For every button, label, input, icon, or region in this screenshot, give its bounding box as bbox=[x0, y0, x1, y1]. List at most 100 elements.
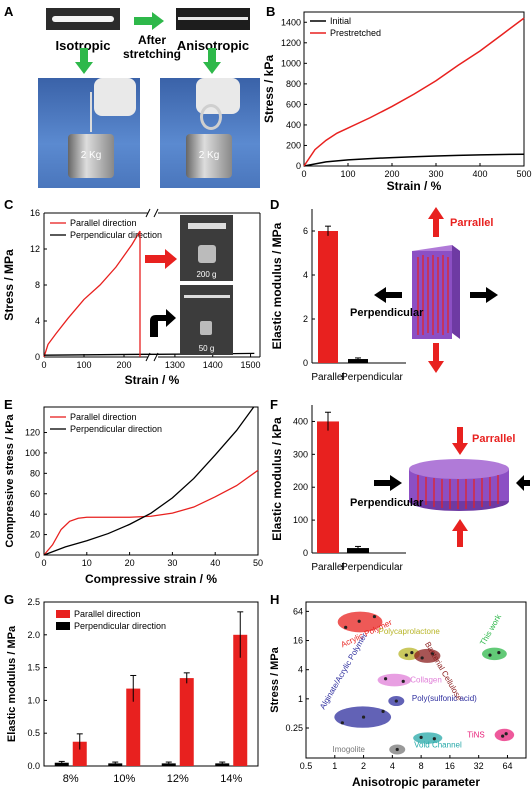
series-line-prestretched bbox=[303, 17, 525, 167]
data-point bbox=[420, 656, 424, 660]
y-tick-label: 12 bbox=[30, 244, 40, 254]
legend-label: Perpendicular direction bbox=[70, 230, 162, 240]
x-tick-label: 8 bbox=[419, 761, 424, 771]
x-category-label: 14% bbox=[220, 773, 242, 785]
panel-g: G 0.0 0.5 1.0 1.5 2.0 2.5 8% 10% 12% 14% Parallel … bbox=[0, 590, 266, 793]
x-tick-label: 1 bbox=[332, 761, 337, 771]
x-tick-label: 500 bbox=[516, 169, 531, 179]
y-tick-label: 0 bbox=[35, 550, 40, 560]
series-line-initial bbox=[303, 153, 525, 167]
weight-label: 50 g bbox=[198, 344, 215, 353]
y-tick-label: 200 bbox=[293, 482, 308, 492]
group-label: Polycaprolactone bbox=[378, 627, 440, 636]
data-point bbox=[357, 619, 361, 623]
panel-letter: A bbox=[4, 4, 14, 19]
x-tick-label: 16 bbox=[445, 761, 455, 771]
bar-perpendicular bbox=[348, 359, 368, 363]
y-axis-label: Elastic modulus / kPa bbox=[270, 417, 284, 541]
y-tick-label: 4 bbox=[303, 270, 308, 280]
x-tick-label: 40 bbox=[210, 558, 220, 568]
x-tick-label: 100 bbox=[76, 360, 91, 370]
bar bbox=[179, 678, 194, 766]
data-point bbox=[404, 653, 408, 657]
x-category-label: Perpendicular bbox=[341, 372, 403, 383]
x-tick-label: 20 bbox=[125, 558, 135, 568]
chart-e: 0 10 20 30 40 50 0 20 40 60 80 100 120 Parallel direc… bbox=[4, 406, 263, 586]
legend-label: Prestretched bbox=[330, 28, 381, 38]
group-region bbox=[413, 732, 443, 744]
chart-g: 0.0 0.5 1.0 1.5 2.0 2.5 8% 10% 12% 14% Parallel di… bbox=[6, 597, 259, 785]
data-point bbox=[430, 652, 435, 656]
panel-letter: G bbox=[4, 592, 15, 607]
x-category-label: 10% bbox=[113, 773, 135, 785]
data-point bbox=[419, 735, 423, 739]
y-tick-label: 2 bbox=[303, 314, 308, 324]
bar-parallel bbox=[318, 231, 338, 363]
green-right-arrow-icon bbox=[134, 12, 164, 30]
data-point bbox=[383, 677, 388, 681]
y-tick-label: 0 bbox=[296, 161, 301, 171]
data-point bbox=[497, 651, 501, 655]
anisotropic-block-illustration bbox=[412, 245, 460, 339]
y-tick-label: 0.5 bbox=[27, 728, 40, 738]
group-label: This work bbox=[478, 612, 503, 647]
x-tick-label: 100 bbox=[340, 169, 355, 179]
y-tick-label: 80 bbox=[30, 468, 40, 478]
x-category-label: 12% bbox=[167, 773, 189, 785]
y-tick-label: 300 bbox=[293, 449, 308, 459]
x-tick-label: 200 bbox=[384, 169, 399, 179]
plot-frame bbox=[43, 601, 259, 767]
axis-break-mark bbox=[145, 208, 151, 218]
y-tick-label: 6 bbox=[303, 226, 308, 236]
weight-label: 200 g bbox=[196, 270, 217, 279]
y-tick-label: 2.0 bbox=[27, 630, 40, 640]
bar-parallel bbox=[317, 421, 339, 553]
y-tick-label: 100 bbox=[293, 515, 308, 525]
data-point bbox=[504, 732, 508, 736]
green-down-arrow-icon bbox=[203, 48, 221, 74]
y-axis-label: Stress / MPa bbox=[2, 249, 16, 321]
isotropic-label: Isotropic bbox=[55, 38, 111, 53]
black-left-arrow-icon bbox=[516, 475, 530, 491]
isotropic-strip-photo bbox=[46, 8, 120, 30]
y-tick-label: 1 bbox=[298, 694, 303, 704]
series-line bbox=[43, 406, 255, 556]
y-tick-label: 1.5 bbox=[27, 663, 40, 673]
x-tick-label: 0 bbox=[41, 360, 46, 370]
series-line bbox=[43, 230, 141, 358]
y-tick-label: 40 bbox=[30, 509, 40, 519]
x-tick-label: 1500 bbox=[241, 360, 261, 370]
x-tick-label: 64 bbox=[502, 761, 512, 771]
isotropic-hanging-weight-photo: 2 Kg bbox=[38, 78, 140, 188]
red-down-arrow-icon bbox=[452, 427, 468, 455]
x-axis-label: Strain / % bbox=[125, 373, 180, 387]
data-point bbox=[501, 734, 505, 738]
group-label: Collagen bbox=[410, 675, 442, 684]
data-point bbox=[395, 747, 399, 752]
bar bbox=[72, 741, 87, 766]
y-tick-label: 4 bbox=[35, 316, 40, 326]
bar-perpendicular bbox=[347, 548, 369, 553]
x-tick-label: 400 bbox=[472, 169, 487, 179]
legend-label: Perpendicular direction bbox=[70, 424, 162, 434]
y-tick-label: 0 bbox=[303, 548, 308, 558]
x-category-label: Parallel bbox=[311, 372, 344, 383]
series-line bbox=[43, 469, 259, 556]
data-point bbox=[381, 709, 385, 714]
x-tick-label: 0 bbox=[301, 169, 306, 179]
black-turn-arrow-icon bbox=[150, 309, 176, 337]
bar bbox=[126, 688, 141, 766]
red-down-arrow-icon bbox=[428, 343, 444, 373]
axis-break-mark bbox=[153, 208, 159, 218]
inset-photo-200g: 200 g bbox=[180, 215, 233, 281]
legend-label: Perpendicular direction bbox=[74, 621, 166, 631]
x-tick-label: 200 bbox=[116, 360, 131, 370]
x-tick-label: 2 bbox=[361, 761, 366, 771]
legend-label: Initial bbox=[330, 16, 351, 26]
green-down-arrow-icon bbox=[75, 48, 93, 74]
data-point bbox=[410, 651, 414, 655]
legend-label: Parallel direction bbox=[70, 218, 137, 228]
y-tick-label: 1400 bbox=[281, 17, 301, 27]
